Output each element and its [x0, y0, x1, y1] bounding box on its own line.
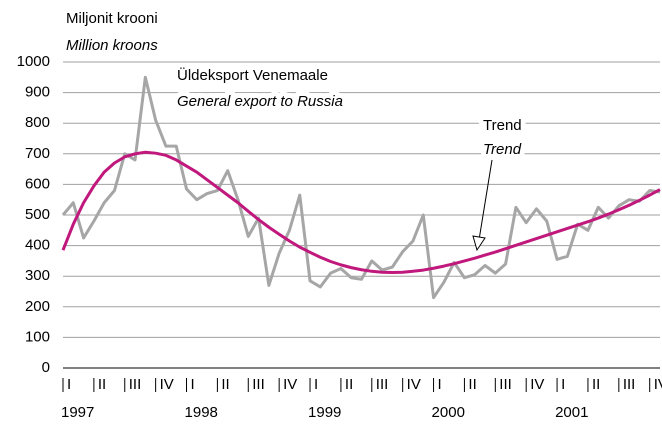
y-tick-label: 100: [25, 328, 50, 345]
x-tick-label: II: [345, 376, 353, 393]
x-tick-label: II: [221, 376, 229, 393]
x-tick-label: IV: [654, 376, 662, 393]
x-tick-label: IV: [160, 376, 174, 393]
x-tick-label: II: [98, 376, 106, 393]
y-tick-label: 400: [25, 237, 50, 254]
legend-label: Trend: [483, 141, 522, 158]
arrow: [472, 159, 493, 252]
x-tick-label: IV: [283, 376, 297, 393]
year-label: 1998: [185, 404, 218, 421]
y-tick-label: 1000: [17, 53, 50, 70]
legend-label: General export to Russia: [177, 93, 343, 110]
x-tick-label: I: [438, 376, 442, 393]
x-tick-label: I: [191, 376, 195, 393]
x-tick-label: III: [623, 376, 636, 393]
x-tick-label: III: [499, 376, 512, 393]
y-tick-label: 300: [25, 267, 50, 284]
y-tick-label: 800: [25, 114, 50, 131]
year-label: 2000: [432, 404, 465, 421]
legend-label: Üldeksport Venemaale: [177, 66, 328, 84]
y-tick-label: 0: [42, 359, 50, 376]
y-tick-label: 700: [25, 145, 50, 162]
legend-label: Trend: [483, 117, 522, 134]
x-tick-label: II: [592, 376, 600, 393]
y-axis-title: Miljonit krooni: [66, 10, 158, 27]
x-tick-label: IV: [530, 376, 544, 393]
x-tick-label: I: [561, 376, 565, 393]
lines: [61, 75, 661, 300]
x-tick-label: II: [468, 376, 476, 393]
grid: [63, 61, 660, 369]
x-tick-label: I: [67, 376, 71, 393]
x-tick-label: I: [314, 376, 318, 393]
x-tick-label: IV: [407, 376, 421, 393]
year-label: 2001: [555, 404, 588, 421]
x-tick-label: III: [252, 376, 265, 393]
year-label: 1997: [61, 404, 94, 421]
series-line: [61, 150, 661, 275]
y-tick-label: 900: [25, 84, 50, 101]
y-axis-title: Million kroons: [66, 37, 158, 54]
y-tick-label: 500: [25, 206, 50, 223]
x-tick-label: III: [129, 376, 142, 393]
x-tick-label: III: [376, 376, 389, 393]
year-label: 1999: [308, 404, 341, 421]
y-tick-label: 200: [25, 298, 50, 315]
y-tick-label: 600: [25, 175, 50, 192]
series-line: [61, 75, 661, 300]
